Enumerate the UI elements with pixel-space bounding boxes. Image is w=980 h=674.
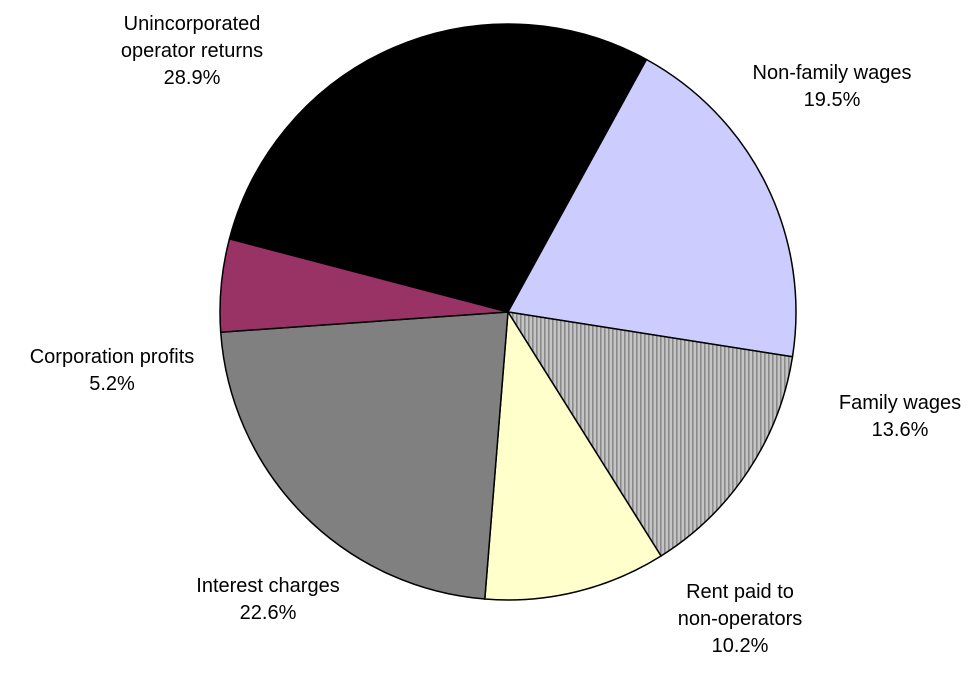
pie-slice-family-wages bbox=[506, 311, 794, 558]
slice-label-non-family-wages: Non-family wages 19.5% bbox=[753, 62, 912, 111]
slice-percent: 5.2% bbox=[89, 373, 135, 395]
slice-label-unincorporated-operator-returns: Unincorporated operator returns 28.9% bbox=[121, 13, 263, 89]
slice-percent: 10.2% bbox=[712, 635, 769, 657]
pie-slice-interest-charges bbox=[219, 311, 509, 600]
slice-label-family-wages: Family wages 13.6% bbox=[839, 392, 961, 441]
slice-percent: 13.6% bbox=[872, 419, 929, 441]
slice-percent: 19.5% bbox=[804, 89, 861, 111]
pie-slices bbox=[219, 23, 797, 601]
slice-label-line: Rent paid to bbox=[686, 581, 794, 603]
pie-slice-rent-paid-to-non-operators bbox=[483, 309, 663, 601]
slice-label-line: Family wages bbox=[839, 392, 961, 414]
slice-label-interest-charges: Interest charges 22.6% bbox=[196, 575, 339, 624]
pie-slice-unincorporated-operator-returns bbox=[228, 23, 648, 313]
pie-slice-non-family-wages bbox=[506, 58, 797, 358]
slice-label-line: Interest charges bbox=[196, 575, 339, 597]
pie-labels: Unincorporated operator returns 28.9% Non-f… bbox=[30, 13, 961, 657]
slice-percent: 22.6% bbox=[240, 602, 297, 624]
slice-label-line: non-operators bbox=[678, 608, 803, 630]
slice-percent: 28.9% bbox=[164, 67, 221, 89]
pie-slice-corporation-profits bbox=[219, 238, 509, 333]
slice-label-corporation-profits: Corporation profits 5.2% bbox=[30, 346, 195, 395]
slice-label-line: Non-family wages bbox=[753, 62, 912, 84]
slice-label-line: operator returns bbox=[121, 40, 263, 62]
slice-label-line: Corporation profits bbox=[30, 346, 195, 368]
slice-label-line: Unincorporated bbox=[124, 13, 261, 35]
slice-label-rent-paid-to-non-operators: Rent paid to non-operators 10.2% bbox=[678, 581, 803, 657]
